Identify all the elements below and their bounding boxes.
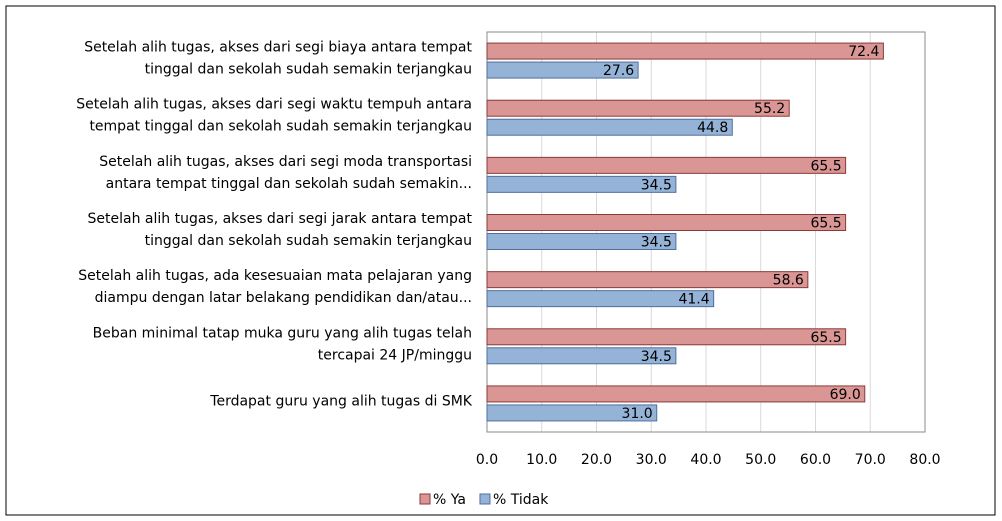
data-label: 58.6 [773,273,804,289]
bar [486,404,658,422]
bar [486,99,790,117]
category-label: Terdapat guru yang alih tugas di SMK [209,393,473,409]
data-label: 41.4 [678,292,709,308]
bar [486,156,847,174]
category-label: tercapai 24 JP/minggu [318,347,472,363]
data-label: 34.5 [641,177,672,193]
data-label: 65.5 [810,330,841,346]
data-label: 44.8 [697,120,728,136]
bar [486,347,677,365]
category-label: Beban minimal tatap muka guru yang alih … [93,325,472,341]
x-tick-label: 30.0 [636,452,667,468]
x-tick-label: 10.0 [526,452,557,468]
category-label: diampu dengan latar belakang pendidikan … [95,290,472,306]
data-label: 27.6 [603,63,634,79]
category-label: Setelah alih tugas, ada kesesuaian mata … [78,268,472,284]
data-label: 31.0 [622,406,653,422]
x-tick-label: 0.0 [476,452,498,468]
chart-border [5,5,996,516]
bar [486,328,847,346]
data-label: 55.2 [754,101,785,117]
bar [486,42,884,60]
category-label: tinggal dan sekolah sudah semakin terjan… [145,233,472,249]
data-label: 65.5 [810,216,841,232]
category-label: antara tempat tinggal dan sekolah sudah … [106,176,472,192]
data-label: 65.5 [810,158,841,174]
category-label: Setelah alih tugas, akses dari segi moda… [99,154,472,170]
bar [486,385,866,403]
legend-swatch [479,493,491,505]
category-label: tempat tinggal dan sekolah sudah semakin… [89,119,472,135]
bar [486,214,847,231]
category-label: tinggal dan sekolah sudah semakin terjan… [145,62,472,78]
category-label: Setelah alih tugas, akses dari segi jara… [88,211,473,227]
plot-area [486,31,926,433]
category-label: Setelah alih tugas, akses dari segi wakt… [76,97,472,113]
x-tick-label: 60.0 [800,452,831,468]
x-tick-label: 50.0 [745,452,776,468]
data-label: 34.5 [641,235,672,251]
x-tick-label: 40.0 [690,452,721,468]
x-tick-label: 70.0 [855,452,886,468]
category-label: Setelah alih tugas, akses dari segi biay… [84,40,472,56]
data-label: 34.5 [641,349,672,365]
bar [486,271,809,289]
data-label: 69.0 [830,387,861,403]
x-tick-label: 80.0 [909,452,940,468]
bar [486,233,677,250]
bar [486,290,715,308]
x-tick-label: 20.0 [581,452,612,468]
legend-label: % Ya [433,492,466,508]
legend-label: % Tidak [493,492,549,508]
data-label: 72.4 [848,44,879,60]
bar [486,175,677,193]
bar [486,61,639,79]
legend-swatch [419,493,431,505]
bar [486,118,733,136]
